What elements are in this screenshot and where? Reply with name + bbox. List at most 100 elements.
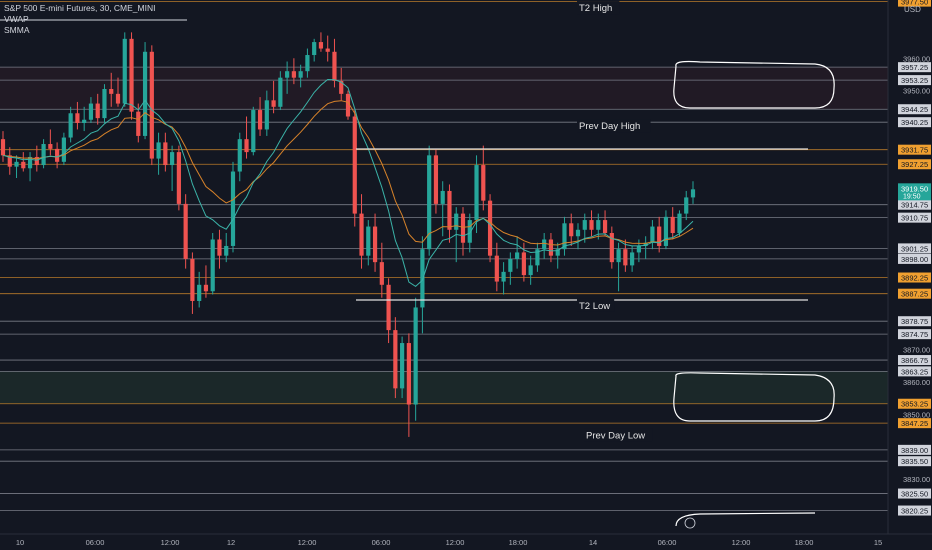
annotation-label: Prev Day High: [579, 121, 640, 132]
candle-body: [332, 51, 337, 81]
level-label-text: 3820.25: [901, 507, 928, 516]
candle-body: [548, 239, 554, 256]
candle-body: [447, 190, 452, 230]
candle-body: [528, 265, 533, 276]
candle-body: [183, 203, 188, 259]
candle-body: [630, 252, 635, 266]
smma-line: [2, 100, 694, 246]
level-label-bg: [898, 329, 931, 340]
candle-body: [278, 77, 283, 107]
candle-body: [75, 113, 80, 123]
candle-body: [582, 220, 587, 230]
candle-body: [535, 249, 540, 266]
level-label-text: 3835.50: [901, 457, 928, 466]
level-label-text: 3853.25: [901, 400, 928, 409]
candle-body: [494, 255, 499, 282]
annotation-label: T2 Low: [579, 301, 610, 312]
candle-body: [210, 239, 215, 292]
level-label-bg: [898, 398, 931, 409]
candle-body: [406, 343, 411, 405]
level-label-bg: [898, 444, 931, 455]
candle-body: [569, 223, 574, 237]
candle-body: [602, 220, 608, 234]
annotation-0: T2 High: [577, 1, 620, 15]
candle-body: [454, 213, 459, 230]
price-axis-level-label: 3927.25: [898, 159, 931, 170]
candle-body: [657, 226, 662, 246]
candle-body: [41, 144, 46, 166]
price-axis-level-label: 3825.50: [898, 488, 931, 499]
level-label-text: 3953.25: [901, 76, 928, 85]
candle-body: [623, 249, 628, 266]
candle-body: [129, 38, 134, 112]
candle-body: [34, 156, 39, 166]
candle-body: [643, 242, 648, 246]
level-label-text: 3847.25: [901, 419, 928, 428]
level-label-text: 3957.25: [901, 63, 928, 72]
level-label-text: 3874.75: [901, 330, 928, 339]
price-axis-level-label: 3940.25: [898, 117, 931, 128]
candle-body: [156, 142, 161, 159]
annotation-bg: [577, 119, 651, 133]
price-axis-level-label: 3977.50: [898, 0, 931, 7]
level-label-bg: [898, 117, 931, 128]
candle-body: [460, 213, 466, 243]
candle-body: [88, 103, 94, 120]
level-label-text: 3887.25: [901, 290, 928, 299]
candle-body: [170, 152, 175, 166]
candle-body: [596, 220, 601, 230]
drawing-ellipse-lower: [673, 372, 835, 422]
candle-body: [251, 110, 256, 153]
candle-body: [345, 93, 351, 117]
annotation-1: Prev Day High: [577, 119, 651, 133]
candle-body: [257, 110, 263, 130]
candle-body: [433, 155, 439, 204]
smma-indicator-label[interactable]: SMMA: [4, 25, 30, 35]
time-axis-tick: 06:00: [372, 538, 391, 547]
time-axis-tick: 18:00: [509, 538, 528, 547]
price-axis-tick: 3860.00: [903, 378, 930, 387]
candle-body: [48, 144, 53, 149]
time-axis-tick: 15: [874, 538, 882, 547]
time-axis-tick: 06:00: [658, 538, 677, 547]
price-axis-tick: 3950.00: [903, 87, 930, 96]
candle-body: [122, 38, 127, 104]
price-axis-level-label: 3835.50: [898, 456, 931, 467]
chart-legend: S&P 500 E-mini Futures, 30, CME_MINI VWA…: [4, 3, 155, 36]
level-label-text: 3977.50: [901, 0, 928, 7]
level-label-bg: [898, 418, 931, 429]
candle-body: [372, 226, 378, 263]
level-label-text: 3927.25: [901, 160, 928, 169]
price-axis-level-label: 3892.25: [898, 272, 931, 283]
annotation-3: Prev Day Low: [584, 428, 653, 442]
level-label-bg: [898, 104, 931, 115]
price-axis-level-label: 3863.25: [898, 366, 931, 377]
candle-body: [589, 220, 594, 230]
level-label-bg: [898, 272, 931, 283]
candle-body: [636, 245, 641, 253]
price-axis-level-label: 3847.25: [898, 418, 931, 429]
time-axis-tick: 10: [16, 538, 24, 547]
candle-body: [393, 330, 398, 389]
level-label-text: 3944.25: [901, 105, 928, 114]
price-axis-level-label: 3853.25: [898, 398, 931, 409]
candle-body: [305, 55, 310, 72]
level-label-bg: [898, 505, 931, 516]
time-axis-tick: 18:00: [795, 538, 814, 547]
level-label-bg: [898, 456, 931, 467]
candle-body: [176, 152, 181, 204]
price-axis-level-label: 3820.25: [898, 505, 931, 516]
candle-body: [575, 229, 581, 237]
price-axis-level-label: 3914.75: [898, 199, 931, 210]
level-label-text: 3914.75: [901, 201, 928, 210]
price-axis-level-label: 3887.25: [898, 288, 931, 299]
candle-body: [203, 284, 209, 292]
vwap-indicator-label[interactable]: VWAP: [4, 14, 29, 24]
candle-body: [366, 226, 371, 256]
time-axis-tick: 14: [589, 538, 597, 547]
level-label-text: 3866.75: [901, 356, 928, 365]
level-label-text: 3825.50: [901, 490, 928, 499]
candle-body: [142, 51, 148, 136]
price-axis-level-label: 3839.00: [898, 444, 931, 455]
